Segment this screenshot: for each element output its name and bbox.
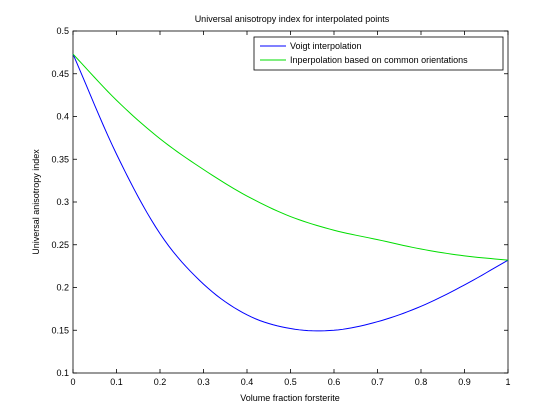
legend-box [253, 36, 504, 71]
y-tick-label: 0.45 [51, 69, 69, 79]
series-line-2 [72, 53, 509, 261]
x-tick-label: 0.8 [415, 377, 428, 387]
y-tick-label: 0.3 [56, 197, 69, 207]
x-tick-label: 0.6 [328, 377, 341, 387]
series-lines [72, 53, 509, 332]
legend: Voigt interpolation Inperpolation based o… [253, 36, 504, 71]
x-tick-label: 0.7 [371, 377, 384, 387]
axes-box [72, 30, 509, 374]
series-line-1 [72, 53, 509, 332]
axis-ticks: 0 0.1 0.2 0.3 0.4 0.5 0.6 0.7 0.8 0.9 10.10.150.20… [51, 26, 510, 387]
y-tick-label: 0.35 [51, 154, 69, 164]
x-tick-label: 1 [505, 377, 510, 387]
x-tick-label: 0 [70, 377, 75, 387]
y-tick-label: 0.1 [56, 368, 69, 378]
legend-label-2: Inperpolation based on common orientatio… [290, 55, 468, 65]
legend-label-1: Voigt interpolation [290, 41, 362, 51]
y-tick-label: 0.15 [51, 325, 69, 335]
x-tick-label: 0.9 [458, 377, 471, 387]
y-tick-label: 0.2 [56, 283, 69, 293]
x-tick-label: 0.5 [284, 377, 297, 387]
x-tick-label: 0.4 [241, 377, 254, 387]
chart-title: Universal anisotropy index for interpola… [195, 14, 390, 24]
y-tick-label: 0.25 [51, 240, 69, 250]
plot-area: 0 0.1 0.2 0.3 0.4 0.5 0.6 0.7 0.8 0.9 10.10.150.20… [51, 26, 510, 387]
y-axis-label: Universal anisotropy index [31, 149, 41, 255]
y-tick-label: 0.4 [56, 112, 69, 122]
x-tick-label: 0.2 [154, 377, 167, 387]
x-tick-label: 0.3 [197, 377, 210, 387]
x-axis-label: Volume fraction forsterite [240, 393, 340, 403]
y-tick-label: 0.5 [56, 26, 69, 36]
x-tick-label: 0.1 [110, 377, 123, 387]
